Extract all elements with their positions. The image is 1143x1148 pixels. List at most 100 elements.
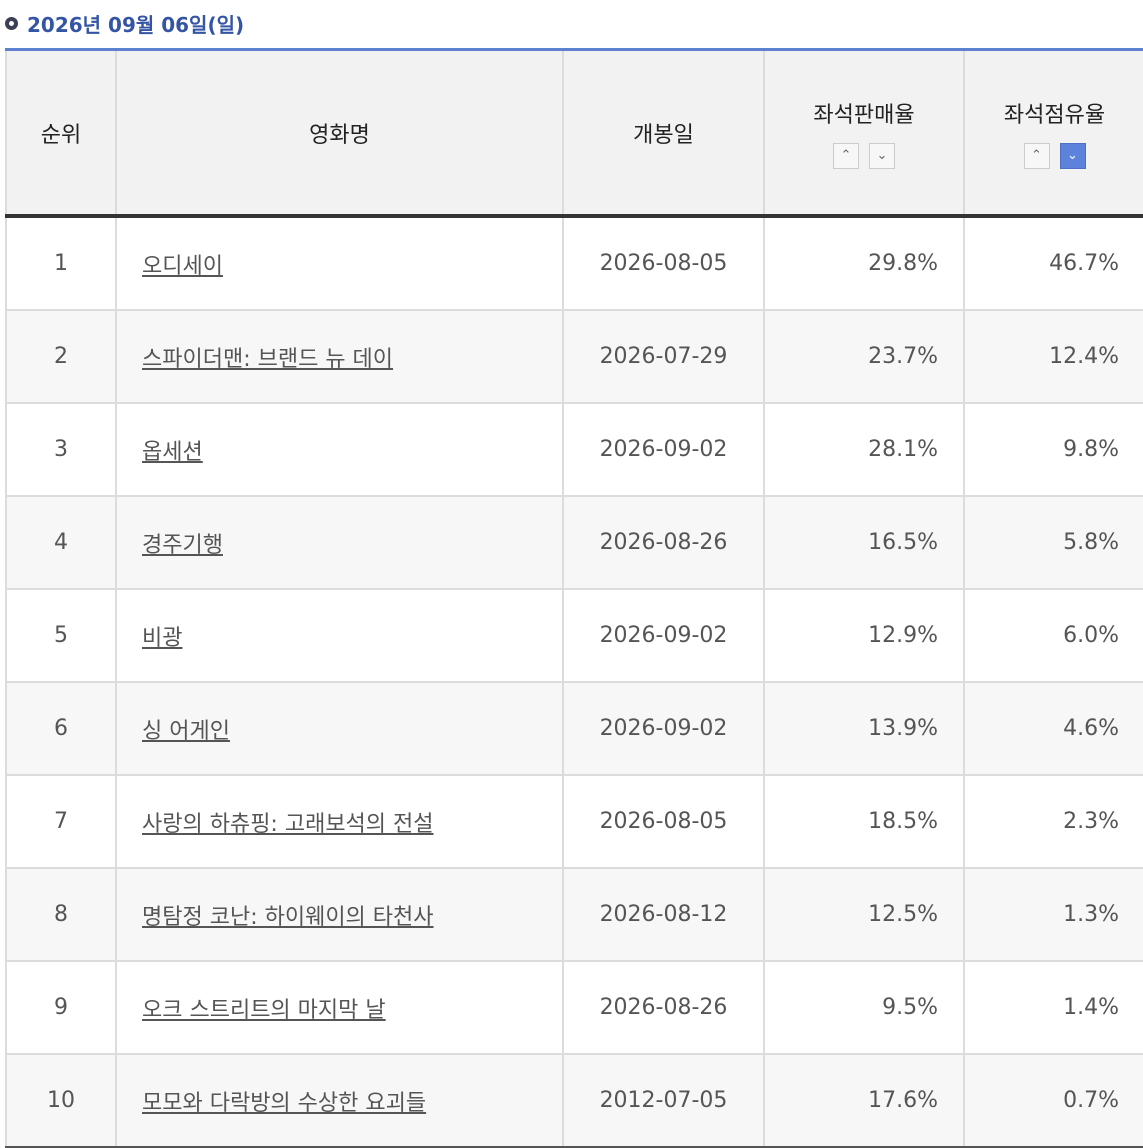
header-row: 순위 영화명 개봉일 좌석판매율 ⌃ ⌄ 좌석점유율 ⌃ ⌄ <box>5 51 1143 218</box>
seat-share: 46.7% <box>1049 251 1119 276</box>
movie-title[interactable]: 스파이더맨: 브랜드 뉴 데이 <box>142 346 394 372</box>
table-cell: 스파이더맨: 브랜드 뉴 데이 <box>115 310 563 404</box>
title-rule <box>5 48 1143 51</box>
seat-share: 12.4% <box>1049 344 1119 369</box>
movie-title[interactable]: 옵세션 <box>142 439 203 465</box>
seat-sales-rate: 17.6% <box>868 1088 938 1113</box>
table-cell: 4 <box>5 496 116 590</box>
table-cell: 1.4% <box>963 961 1143 1055</box>
sort-desc[interactable]: ⌄ <box>1059 142 1086 169</box>
release-date: 2026-09-02 <box>599 623 728 648</box>
box-office-table: 순위 영화명 개봉일 좌석판매율 ⌃ ⌄ 좌석점유율 ⌃ ⌄ 1 오디세이 2026-0… <box>5 51 1143 1148</box>
sort-desc[interactable]: ⌄ <box>869 142 895 169</box>
table-cell: 싱 어게인 <box>115 682 563 776</box>
seat-sales-rate: 9.5% <box>882 995 938 1020</box>
table-row: 6 싱 어게인 2026-09-02 13.9% 4.6% <box>5 682 1143 776</box>
table-row: 5 비광 2026-09-02 12.9% 6.0% <box>5 589 1143 683</box>
table-cell: 오디세이 <box>115 216 563 311</box>
table-cell: 17.6% <box>763 1054 964 1148</box>
sort-controls: ⌃ ⌄ <box>965 142 1143 169</box>
sort-asc[interactable]: ⌃ <box>833 142 859 169</box>
table-row: 2 스파이더맨: 브랜드 뉴 데이 2026-07-29 23.7% 12.4% <box>5 310 1143 404</box>
column-header: 순위 <box>5 51 116 218</box>
release-date: 2026-07-29 <box>599 344 728 369</box>
seat-share: 2.3% <box>1063 809 1119 834</box>
sort-controls: ⌃ ⌄ <box>765 142 963 169</box>
movie-title[interactable]: 오디세이 <box>142 253 223 279</box>
table-cell: 2026-08-26 <box>562 496 764 590</box>
movie-title[interactable]: 모모와 다락방의 수상한 요괴들 <box>142 1090 427 1116</box>
rank: 4 <box>54 530 68 555</box>
sort-asc[interactable]: ⌃ <box>1023 142 1050 169</box>
movie-title[interactable]: 사랑의 하츄핑: 고래보석의 전설 <box>142 811 434 837</box>
header-text: 좌석판매율 <box>813 102 915 128</box>
table-cell: 2026-09-02 <box>562 589 764 683</box>
table-cell: 7 <box>5 775 116 869</box>
column-header: 좌석점유율 ⌃ ⌄ <box>963 51 1143 218</box>
table-cell: 2.3% <box>963 775 1143 869</box>
seat-share: 9.8% <box>1063 437 1119 462</box>
table-cell: 1.3% <box>963 868 1143 962</box>
table-cell: 12.5% <box>763 868 964 962</box>
movie-title[interactable]: 경주기행 <box>142 532 223 558</box>
release-date: 2012-07-05 <box>599 1088 728 1113</box>
table-cell: 옵세션 <box>115 403 563 497</box>
table-cell: 8 <box>5 868 116 962</box>
release-date: 2026-08-26 <box>599 530 728 555</box>
rank: 9 <box>54 995 68 1020</box>
seat-share: 0.7% <box>1063 1088 1119 1113</box>
table-row: 8 명탐정 코난: 하이웨이의 타천사 2026-08-12 12.5% 1.3% <box>5 868 1143 962</box>
seat-sales-rate: 23.7% <box>868 344 938 369</box>
header-text: 영화명 <box>309 122 370 148</box>
rank: 1 <box>54 251 68 276</box>
release-date: 2026-08-05 <box>599 251 728 276</box>
table-cell: 모모와 다락방의 수상한 요괴들 <box>115 1054 563 1148</box>
release-date: 2026-08-05 <box>599 809 728 834</box>
seat-sales-rate: 12.5% <box>868 902 938 927</box>
table-cell: 2 <box>5 310 116 404</box>
table-cell: 2026-08-05 <box>562 216 764 311</box>
column-header: 좌석판매율 ⌃ ⌄ <box>763 51 964 218</box>
table-cell: 12.4% <box>963 310 1143 404</box>
table-cell: 오크 스트리트의 마지막 날 <box>115 961 563 1055</box>
seat-share: 5.8% <box>1063 530 1119 555</box>
table-cell: 29.8% <box>763 216 964 311</box>
movie-title[interactable]: 비광 <box>142 625 183 651</box>
table-row: 1 오디세이 2026-08-05 29.8% 46.7% <box>5 216 1143 311</box>
table-cell: 비광 <box>115 589 563 683</box>
table-row: 3 옵세션 2026-09-02 28.1% 9.8% <box>5 403 1143 497</box>
release-date: 2026-08-12 <box>599 902 728 927</box>
seat-share: 4.6% <box>1063 716 1119 741</box>
table-cell: 2026-08-26 <box>562 961 764 1055</box>
title-bar: 2026년 09월 06일(일) <box>5 8 244 38</box>
table-cell: 9 <box>5 961 116 1055</box>
table-cell: 2026-07-29 <box>562 310 764 404</box>
table-cell: 2026-09-02 <box>562 403 764 497</box>
table-cell: 2026-09-02 <box>562 682 764 776</box>
movie-title[interactable]: 명탐정 코난: 하이웨이의 타천사 <box>142 904 434 930</box>
seat-sales-rate: 16.5% <box>868 530 938 555</box>
seat-share: 6.0% <box>1063 623 1119 648</box>
seat-sales-rate: 18.5% <box>868 809 938 834</box>
table-row: 9 오크 스트리트의 마지막 날 2026-08-26 9.5% 1.4% <box>5 961 1143 1055</box>
table-cell: 9.5% <box>763 961 964 1055</box>
seat-sales-rate: 12.9% <box>868 623 938 648</box>
seat-sales-rate: 13.9% <box>868 716 938 741</box>
column-header: 개봉일 <box>562 51 764 218</box>
release-date: 2026-09-02 <box>599 437 728 462</box>
table-row: 4 경주기행 2026-08-26 16.5% 5.8% <box>5 496 1143 590</box>
release-date: 2026-09-02 <box>599 716 728 741</box>
rank: 8 <box>54 902 68 927</box>
movie-title[interactable]: 싱 어게인 <box>142 718 230 744</box>
header-text: 개봉일 <box>633 122 694 148</box>
rank: 7 <box>54 809 68 834</box>
title-icon <box>5 16 18 30</box>
table-cell: 2026-08-05 <box>562 775 764 869</box>
table-cell: 경주기행 <box>115 496 563 590</box>
table-cell: 0.7% <box>963 1054 1143 1148</box>
seat-sales-rate: 29.8% <box>868 251 938 276</box>
movie-title[interactable]: 오크 스트리트의 마지막 날 <box>142 997 386 1023</box>
rank: 3 <box>54 437 68 462</box>
rank: 6 <box>54 716 68 741</box>
